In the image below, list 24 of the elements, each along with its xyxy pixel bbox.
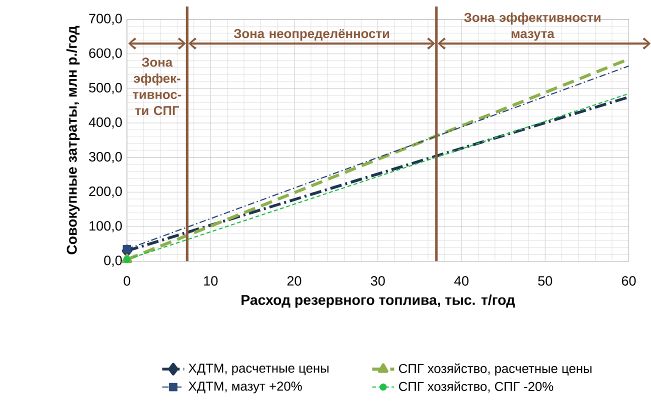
y-tick-label: 100,0 xyxy=(90,221,122,232)
y-tick-label: 0,0 xyxy=(104,256,122,267)
y-tick-label: 700,0 xyxy=(89,14,122,25)
legend-label: СПГ хозяйство, расчетные цены xyxy=(398,363,592,376)
x-tick-label: 60 xyxy=(622,276,636,286)
y-tick-label: 400,0 xyxy=(88,117,122,129)
annotation: Зона эффек-тивнос-ти СПГ xyxy=(132,58,182,116)
legend-label: ХДТМ, мазут +20% xyxy=(188,382,302,394)
x-tick-label: 10 xyxy=(204,276,218,286)
x-axis-title: Расход резервного топлива, тыс. т/год xyxy=(242,294,515,308)
y-tick-label: 200,0 xyxy=(89,186,122,198)
y-tick-label: 600,0 xyxy=(89,48,122,60)
y-tick-label: 500,0 xyxy=(89,82,122,94)
x-tick-label: 30 xyxy=(370,276,385,286)
annotation: Зона эффективности мазута xyxy=(464,12,600,41)
legend-label: СПГ хозяйство, СПГ -20% xyxy=(398,381,554,393)
y-axis-title: Совокупные затраты, млн р./год xyxy=(66,26,80,254)
x-tick-label: 0 xyxy=(124,276,130,286)
x-tick-label: 40 xyxy=(454,276,468,286)
annotation: Зона неопределённости xyxy=(234,29,390,41)
y-tick-label: 300,0 xyxy=(89,152,122,164)
legend-label: ХДТМ, расчетные цены xyxy=(188,364,328,376)
x-tick-label: 20 xyxy=(287,276,302,286)
x-tick-label: 50 xyxy=(538,276,552,286)
